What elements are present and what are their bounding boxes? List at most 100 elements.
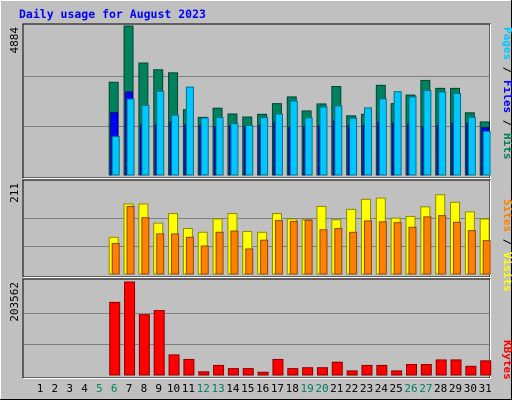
bar-kbytes-day-17 <box>272 358 284 376</box>
bar-sites-day-28 <box>438 215 447 275</box>
x-label-day-31: 31 <box>479 382 492 395</box>
bar-kbytes-day-10 <box>168 354 180 376</box>
x-label-day-20: 20 <box>315 382 328 395</box>
bar-pages-day-24 <box>378 98 387 176</box>
x-label-day-30: 30 <box>464 382 477 395</box>
bar-pages-day-7 <box>126 98 135 176</box>
bar-pages-day-19 <box>304 117 313 176</box>
bar-pages-day-8 <box>141 104 150 176</box>
x-label-day-26: 26 <box>404 382 417 395</box>
panel-top: 4884 <box>8 23 491 179</box>
x-label-day-28: 28 <box>434 382 447 395</box>
x-label-day-16: 16 <box>256 382 269 395</box>
bar-kbytes-day-20 <box>316 367 328 376</box>
bar-kbytes-day-30 <box>465 365 477 376</box>
x-label-day-10: 10 <box>167 382 180 395</box>
bar-kbytes-day-28 <box>435 359 447 376</box>
x-label-day-23: 23 <box>360 382 373 395</box>
bar-kbytes-day-23 <box>361 364 373 376</box>
x-label-day-17: 17 <box>271 382 284 395</box>
bar-kbytes-day-13 <box>213 364 225 376</box>
bar-pages-day-28 <box>438 91 447 176</box>
bar-kbytes-day-25 <box>391 370 403 376</box>
panel-bottom-ymax-label: 203562 <box>8 282 21 322</box>
bar-pages-day-30 <box>467 116 476 176</box>
bar-kbytes-day-6 <box>109 301 121 376</box>
bar-sites-day-31 <box>482 240 491 275</box>
bar-kbytes-day-22 <box>346 370 358 376</box>
bar-sites-day-14 <box>230 230 239 275</box>
legend-pages: Pages <box>501 27 512 60</box>
bar-sites-day-22 <box>349 231 358 275</box>
bar-pages-day-16 <box>260 117 269 176</box>
panel-bottom-bars <box>109 281 492 376</box>
bar-pages-day-23 <box>363 107 372 176</box>
x-label-day-15: 15 <box>241 382 254 395</box>
legend-separator: / <box>501 60 512 80</box>
bar-kbytes-day-21 <box>331 361 343 376</box>
legend-bottom: KBytes <box>501 340 512 380</box>
bar-sites-day-24 <box>378 221 387 275</box>
panel-middle-ymax-label: 211 <box>8 183 21 203</box>
bar-kbytes-day-11 <box>183 358 195 376</box>
bar-sites-day-18 <box>289 220 298 275</box>
legend-visits: Visits <box>501 252 512 292</box>
bar-pages-day-13 <box>215 117 224 176</box>
bar-kbytes-day-27 <box>420 363 432 376</box>
x-label-day-13: 13 <box>211 382 224 395</box>
bar-pages-day-18 <box>289 100 298 176</box>
bar-kbytes-day-29 <box>450 359 462 376</box>
bar-kbytes-day-31 <box>480 360 492 376</box>
x-label-day-27: 27 <box>419 382 432 395</box>
legend-kbytes: KBytes <box>501 340 512 380</box>
bar-pages-day-10 <box>171 114 180 176</box>
bar-pages-day-14 <box>230 123 239 176</box>
bar-pages-day-22 <box>349 117 358 176</box>
legend-separator: / <box>501 113 512 133</box>
x-label-day-29: 29 <box>449 382 462 395</box>
bar-pages-day-29 <box>453 93 462 176</box>
bar-pages-day-11 <box>185 86 194 176</box>
x-label-day-8: 8 <box>141 382 148 395</box>
legend-hits: Hits <box>501 133 512 160</box>
bar-pages-day-26 <box>408 96 417 176</box>
bar-kbytes-day-9 <box>153 310 165 376</box>
bar-kbytes-day-24 <box>376 364 388 376</box>
bar-pages-day-15 <box>245 125 254 176</box>
bar-pages-day-9 <box>156 90 165 176</box>
x-label-day-2: 2 <box>52 382 59 395</box>
bar-kbytes-day-7 <box>124 281 136 376</box>
bar-pages-day-12 <box>200 117 209 176</box>
bar-kbytes-day-12 <box>198 371 210 376</box>
bar-sites-day-23 <box>363 220 372 275</box>
bar-pages-day-25 <box>393 91 402 176</box>
x-label-day-19: 19 <box>300 382 313 395</box>
x-axis-labels: 1 2 3 4 5 6 7 8 9 10 11 12 13 14 15 16 17 18 19 20 21 22 23 24 2… <box>37 382 492 395</box>
bar-sites-day-21 <box>334 228 343 275</box>
bar-sites-day-7 <box>126 205 135 275</box>
bar-sites-day-10 <box>171 233 180 275</box>
bar-pages-day-21 <box>334 105 343 176</box>
bar-pages-day-31 <box>482 130 491 176</box>
bar-sites-day-8 <box>141 217 150 275</box>
bar-sites-day-17 <box>274 220 283 275</box>
x-label-day-7: 7 <box>126 382 133 395</box>
legend-middle: Sites / Visits <box>501 199 512 292</box>
x-label-day-4: 4 <box>81 382 88 395</box>
bar-sites-day-29 <box>453 221 462 275</box>
x-label-day-22: 22 <box>345 382 358 395</box>
panel-middle-bars <box>108 194 491 275</box>
legend-sites: Sites <box>501 199 512 232</box>
x-label-day-3: 3 <box>66 382 73 395</box>
bar-pages-day-6 <box>111 136 120 176</box>
legend-separator: / <box>501 232 512 252</box>
panel-middle: 211 <box>8 179 491 278</box>
chart-title: Daily usage for August 2023 <box>19 7 206 21</box>
bar-sites-day-20 <box>319 229 328 275</box>
bar-sites-day-26 <box>408 226 417 275</box>
bar-kbytes-day-14 <box>227 368 239 376</box>
bar-sites-day-19 <box>304 219 313 275</box>
panel-bottom-grid <box>24 313 489 345</box>
legend-files: Files <box>501 80 512 113</box>
bar-sites-day-15 <box>245 248 254 275</box>
